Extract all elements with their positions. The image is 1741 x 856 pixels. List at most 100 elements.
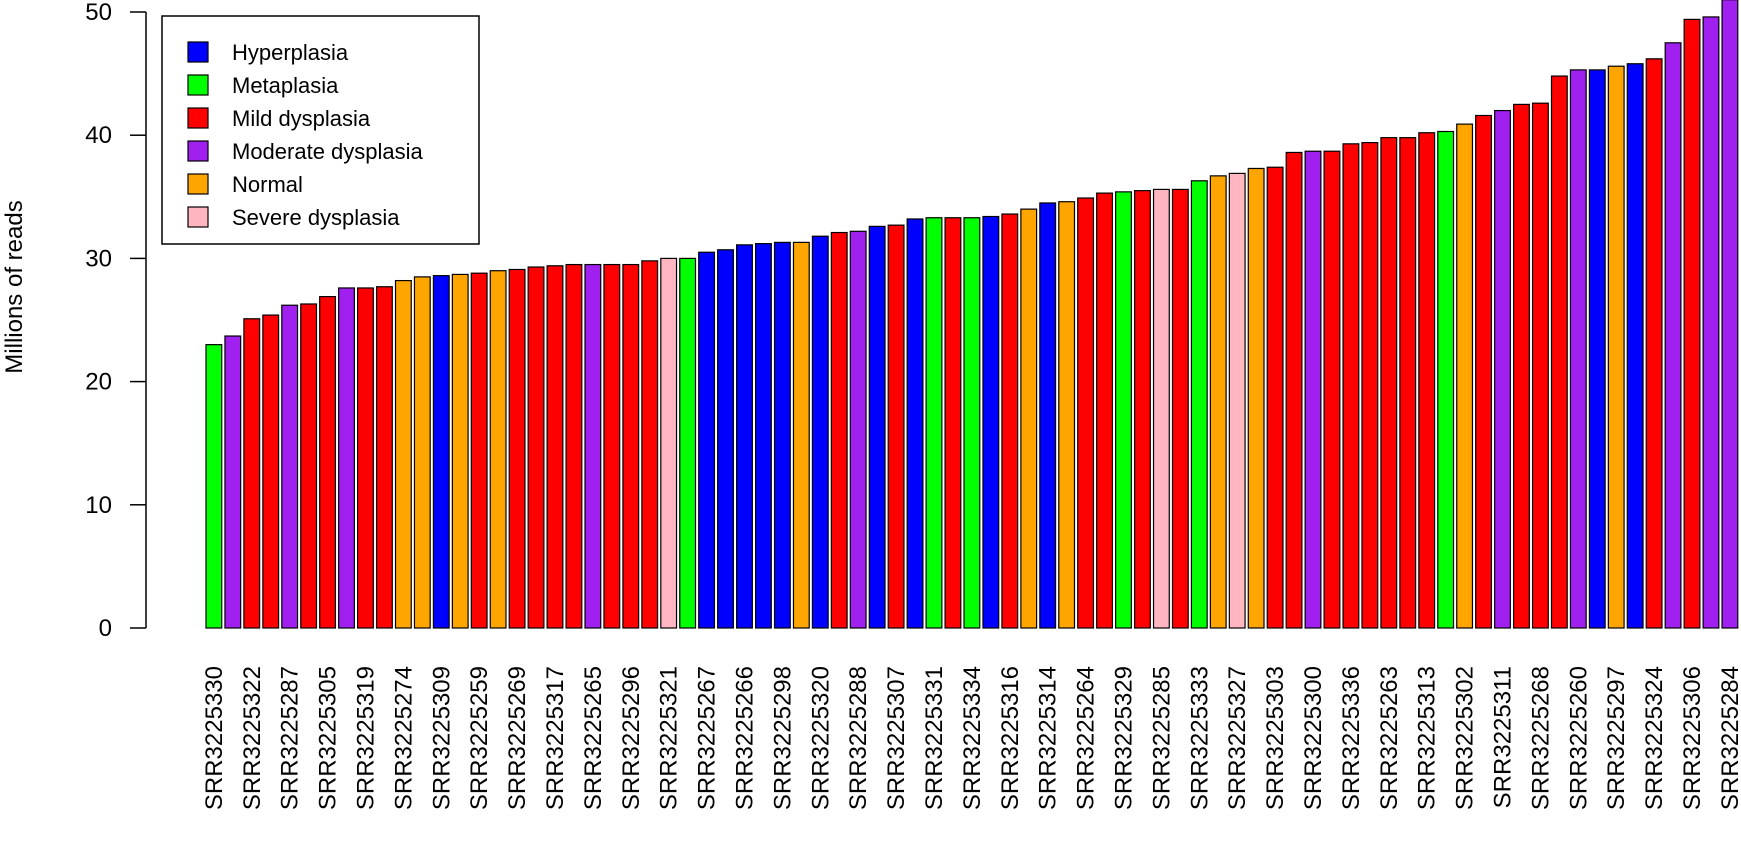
- bar: [811, 235, 829, 629]
- bar: [1323, 150, 1341, 629]
- legend-label: Mild dysplasia: [232, 106, 371, 131]
- bar: [1607, 65, 1625, 629]
- bar: [736, 244, 753, 629]
- x-tick-label: SRR3225311: [1490, 666, 1517, 808]
- x-tick-label: SRR3225267: [694, 666, 721, 810]
- legend-label: Hyperplasia: [232, 40, 349, 65]
- x-tick-label: SRR3225259: [466, 666, 493, 810]
- bar: [1304, 150, 1322, 629]
- legend-label: Normal: [232, 172, 303, 197]
- bar: [319, 295, 337, 629]
- x-tick-label: SRR3225307: [883, 666, 910, 810]
- x-tick-label: SRR3225327: [1224, 666, 1251, 810]
- bar: [698, 251, 716, 629]
- x-tick-label: SRR3225266: [731, 666, 758, 810]
- y-tick-label: 0: [99, 615, 112, 642]
- legend-swatch: [187, 140, 209, 162]
- x-tick-label: SRR3225334: [959, 666, 986, 810]
- x-tick-label: SRR3225305: [315, 666, 342, 810]
- x-tick-label: SRR3225320: [807, 666, 834, 810]
- bar: [1494, 109, 1511, 629]
- y-tick-label: 50: [85, 0, 112, 26]
- x-tick-label: SRR3225306: [1679, 666, 1706, 810]
- bar: [1115, 191, 1132, 629]
- bar: [300, 303, 318, 629]
- legend-label: Severe dysplasia: [232, 205, 400, 230]
- x-tick-label: SRR3225285: [1148, 666, 1175, 810]
- legend-swatch: [187, 206, 209, 228]
- legend-swatch: [187, 74, 209, 96]
- x-tick-labels: SRR3225330 SRR3225322 SRR3225287 SRR3225305…: [201, 666, 1741, 810]
- y-tick-label: 40: [85, 122, 112, 149]
- x-tick-label: SRR3225265: [580, 666, 607, 810]
- bar: [641, 260, 659, 629]
- y-tick-label: 20: [85, 369, 112, 396]
- x-tick-label: SRR3225300: [1300, 666, 1327, 810]
- x-tick-label: SRR3225269: [504, 666, 531, 810]
- bar: [1361, 141, 1379, 629]
- x-tick-label: SRR3225287: [277, 666, 304, 810]
- bar: [1512, 103, 1530, 629]
- bar: [1285, 151, 1303, 629]
- bar: [944, 217, 962, 629]
- y-tick-label: 30: [85, 245, 112, 272]
- x-tick-label: SRR3225264: [1073, 666, 1100, 810]
- bar: [584, 263, 602, 629]
- x-tick-label: SRR3225329: [1110, 666, 1137, 810]
- x-tick-label: SRR3225317: [542, 666, 569, 810]
- y-tick-label: 10: [85, 492, 112, 519]
- bar: [1266, 166, 1284, 629]
- x-tick-label: SRR3225319: [352, 666, 379, 810]
- bar: [432, 275, 450, 629]
- bar: [224, 335, 242, 629]
- y-axis: 0 10 20 30 40 50: [85, 0, 147, 642]
- bar: [1228, 172, 1246, 629]
- bar: [1058, 201, 1076, 629]
- bar: [1171, 188, 1189, 629]
- bar: [413, 276, 431, 629]
- bar: [527, 266, 545, 629]
- x-tick-label: SRR3225333: [1186, 666, 1213, 810]
- bar: [717, 249, 734, 629]
- x-tick-label: SRR3225314: [1035, 666, 1062, 810]
- bar: [281, 304, 299, 629]
- x-tick-label: SRR3225297: [1603, 666, 1630, 810]
- legend: Hyperplasia Metaplasia Mild dysplasia Moder…: [161, 15, 480, 245]
- x-tick-label: SRR3225321: [656, 666, 683, 810]
- bar: [394, 279, 412, 629]
- bar: [792, 241, 810, 629]
- bar: [622, 263, 640, 629]
- bars-group: [205, 0, 1739, 629]
- bar: [887, 224, 905, 629]
- bar: [1152, 188, 1170, 629]
- legend-label: Moderate dysplasia: [232, 139, 424, 164]
- x-tick-label: SRR3225309: [428, 666, 455, 810]
- x-tick-label: SRR3225322: [239, 666, 266, 810]
- x-tick-label: SRR3225288: [845, 666, 872, 810]
- bar: [868, 225, 886, 629]
- bar: [603, 263, 621, 629]
- x-tick-label: SRR3225331: [921, 666, 948, 810]
- bar: [1190, 180, 1208, 629]
- bar: [963, 217, 981, 629]
- bar: [338, 287, 355, 629]
- bar: [508, 268, 526, 629]
- bar: [1380, 137, 1398, 629]
- x-tick-label: SRR3225324: [1641, 666, 1668, 810]
- bar: [1683, 18, 1701, 629]
- bar: [906, 218, 924, 629]
- bar: [1531, 102, 1549, 629]
- bar: [357, 287, 374, 629]
- bar: [1437, 130, 1455, 629]
- bar: [470, 272, 488, 629]
- bar: [660, 257, 678, 629]
- legend-box: [161, 15, 480, 245]
- bar: [1588, 69, 1606, 629]
- bar: [1702, 16, 1720, 629]
- x-tick-label: SRR3225303: [1262, 666, 1289, 810]
- legend-swatch: [187, 107, 209, 129]
- legend-swatch: [187, 173, 209, 195]
- bar: [1209, 175, 1227, 629]
- bar: [546, 265, 564, 629]
